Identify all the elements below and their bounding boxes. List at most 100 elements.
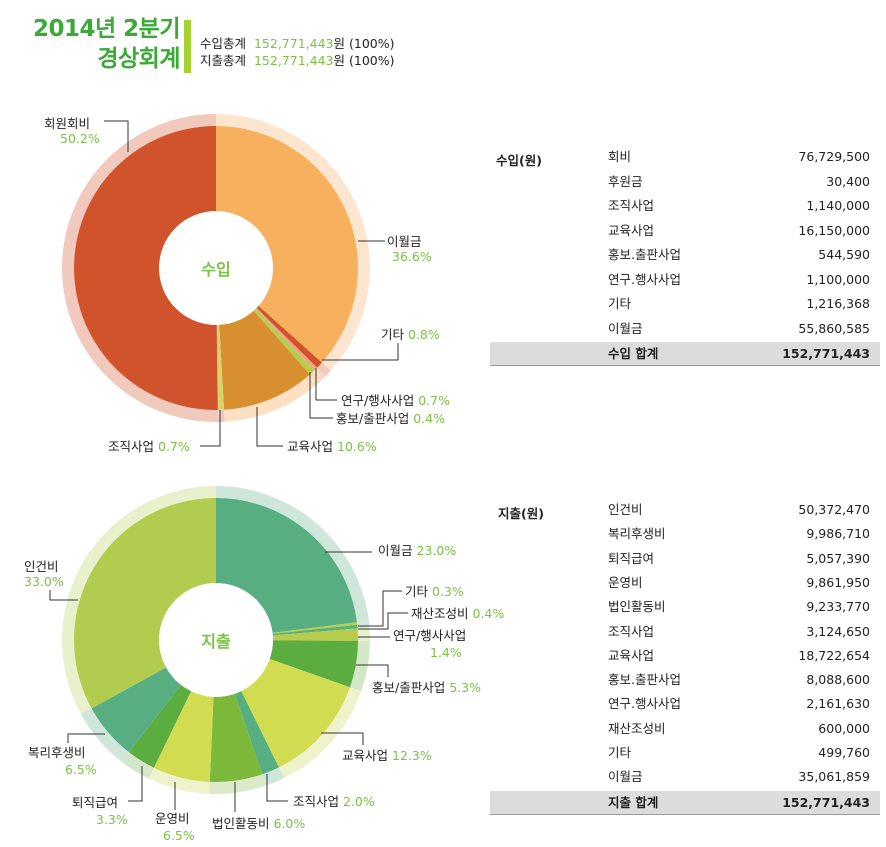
income-leader-line-5 (200, 410, 221, 447)
row-name: 기타 (608, 296, 632, 311)
slice-pct: 0.3% (432, 584, 464, 599)
table-row: 기타 499,760 (490, 741, 880, 765)
income-slice-pct: 36.6% (392, 249, 432, 264)
row-name: 홍보.출판사업 (608, 247, 681, 262)
expense-ring-4 (349, 640, 370, 692)
row-name: 운영비 (608, 574, 643, 590)
slice-name: 이월금 (378, 543, 413, 558)
income-total-unit: 원 (333, 36, 346, 51)
slice-pct: 2.0% (343, 794, 375, 809)
expense-ring-3 (357, 627, 370, 641)
row-value: 544,590 (818, 247, 870, 262)
table-row: 이월금 35,061,859 (490, 765, 880, 789)
income-ring-5 (217, 409, 225, 422)
expense-slice-pct: 33.0% (24, 574, 64, 589)
title-accent-bar (184, 20, 191, 73)
table-row: 기타 1,216,368 (490, 292, 880, 316)
row-name: 교육사업 (608, 222, 655, 238)
expense-slice-label: 기타 0.3% (405, 584, 464, 599)
table-row: 복리후생비 9,986,710 (490, 522, 880, 546)
expense-total-pct: (100%) (349, 53, 395, 68)
table-row: 교육사업 18,722,654 (490, 644, 880, 668)
row-name: 복리후생비 (608, 526, 666, 542)
expense-slice-0 (216, 498, 357, 633)
table-row: 홍보.출판사업 8,088,600 (490, 668, 880, 692)
expense-leader-line-2 (358, 612, 408, 630)
row-value: 5,057,390 (806, 550, 870, 566)
income-slice-label: 연구/행사사업 0.7% (341, 393, 450, 408)
table-row: 연구.행사사업 1,100,000 (490, 268, 880, 292)
expense-slice-label: 퇴직급여 (72, 795, 118, 810)
row-name: 이월금 (608, 320, 643, 336)
expense-slice-2 (272, 624, 358, 636)
expense-slice-pct: 1.4% (430, 645, 462, 660)
expense-slice-label: 복리후생비 (28, 745, 86, 760)
expense-slice-label: 인건비 (24, 559, 59, 574)
expense-total-label: 지출총계 (200, 53, 247, 68)
slice-name: 인건비 (24, 559, 59, 574)
slice-pct: 10.6% (337, 439, 377, 454)
income-slice-label: 홍보/출판사업 0.4% (336, 411, 445, 426)
table-row: 재산조성비 600,000 (490, 717, 880, 741)
slice-pct: 0.4% (472, 606, 505, 621)
expense-ring-7 (209, 774, 267, 795)
slice-pct: 0.4% (413, 411, 445, 426)
expense-slice-label: 운영비 (155, 811, 190, 826)
expense-slice-label: 재산조성비 0.4% (411, 606, 504, 621)
slice-name: 복리후생비 (28, 745, 86, 760)
row-value: 1,216,368 (806, 296, 870, 311)
expense-leader-line-11 (49, 590, 78, 601)
expense-ring-11 (61, 486, 216, 715)
expense-slice-label: 이월금 23.0% (378, 543, 456, 558)
slice-name: 기타 (405, 584, 429, 599)
total-row: 지출 합계 152,771,443 (490, 790, 880, 815)
expense-table-heading: 지출(원) (498, 506, 544, 521)
expense-ring-9 (121, 752, 154, 779)
row-value: 18,722,654 (798, 647, 870, 663)
income-slice-0 (216, 126, 359, 363)
income-slice-1 (256, 305, 322, 368)
expense-slice-3 (272, 628, 358, 641)
expense-slice-pct: 3.3% (96, 812, 128, 827)
row-name: 후원금 (608, 173, 643, 189)
row-value: 16,150,000 (798, 222, 870, 238)
row-value: 9,986,710 (806, 526, 870, 542)
row-name: 조직사업 (608, 198, 655, 213)
slice-pct: 0.7% (418, 393, 450, 408)
income-slice-4 (219, 310, 310, 410)
slice-name: 연구/행사사업 (341, 393, 415, 408)
slice-name: 연구/행사사업 (393, 628, 467, 643)
row-value: 30,400 (826, 173, 870, 189)
slice-name: 조직사업 (108, 439, 155, 454)
slice-pct: 0.8% (408, 327, 440, 342)
income-ring-2 (314, 367, 326, 379)
expense-leader-line-10 (67, 733, 105, 743)
row-name: 연구.행사사업 (608, 696, 681, 712)
row-name: 퇴직급여 (608, 550, 655, 566)
slice-name: 기타 (381, 327, 405, 342)
row-name: 회비 (608, 149, 632, 164)
income-ring-1 (317, 362, 331, 377)
expense-total: 지출총계 152,771,443원 (100%) (200, 52, 395, 69)
title-line2: 경상회계 (97, 46, 180, 72)
income-ring-0 (216, 114, 370, 371)
expense-slice-label: 홍보/출판사업 5.3% (372, 680, 481, 695)
expense-slice-6 (234, 691, 279, 775)
expense-ring-8 (148, 767, 210, 794)
row-value: 600,000 (818, 720, 870, 736)
row-value: 1,100,000 (806, 271, 870, 287)
table-row: 홍보.출판사업 544,590 (490, 243, 880, 267)
total-row: 수입 합계 152,771,443 (490, 342, 880, 366)
table-row: 이월금 55,860,585 (490, 317, 880, 341)
row-value: 9,233,770 (806, 599, 870, 615)
income-ring-4 (224, 374, 318, 422)
expense-total-unit: 원 (333, 53, 346, 68)
slice-name: 교육사업 (287, 439, 334, 454)
income-slice-label: 교육사업 10.6% (287, 439, 377, 454)
expense-leader-line-6 (266, 774, 288, 802)
income-chart-title: 수입 (201, 260, 231, 279)
slice-name: 퇴직급여 (72, 795, 119, 810)
table-row: 조직사업 3,124,650 (490, 620, 880, 644)
row-name: 홍보.출판사업 (608, 672, 681, 688)
